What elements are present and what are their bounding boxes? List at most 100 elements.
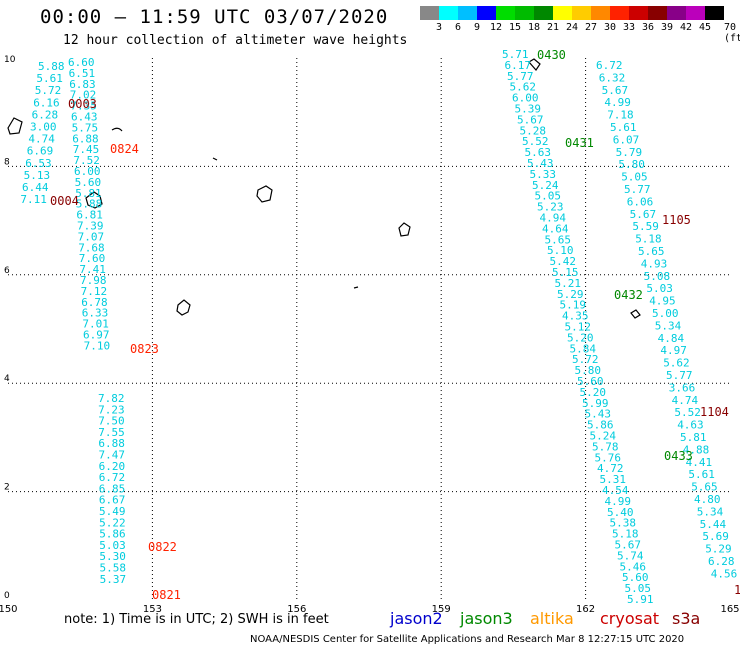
pass-time-label: 0824 bbox=[110, 142, 139, 156]
wave-height-value: 4.97 bbox=[660, 344, 687, 357]
y-tick-label: 2 bbox=[4, 483, 10, 493]
island-outline bbox=[85, 191, 103, 209]
wave-height-value: 6.28 bbox=[32, 108, 58, 121]
y-tick-label: 8 bbox=[4, 157, 10, 167]
wave-height-value: 5.59 bbox=[632, 220, 659, 233]
colorbar-swatch bbox=[496, 6, 515, 20]
wave-height-value: 6.83 bbox=[69, 78, 96, 91]
wave-height-value: 7.50 bbox=[98, 415, 125, 428]
x-tick-label: 153 bbox=[143, 604, 162, 615]
wave-height-value: 5.72 bbox=[572, 353, 599, 366]
wave-height-value: 5.65 bbox=[638, 245, 665, 258]
wave-height-value: 5.91 bbox=[627, 593, 654, 606]
island-outlines bbox=[7, 58, 641, 319]
colorbar-swatch bbox=[572, 6, 591, 20]
wave-height-value: 7.47 bbox=[99, 449, 126, 462]
wave-height-value: 6.00 bbox=[512, 92, 539, 105]
wave-height-value: 4.99 bbox=[605, 495, 632, 508]
colorbar-swatch bbox=[515, 6, 534, 20]
colorbar-tick-label: 6 bbox=[454, 22, 462, 33]
wave-height-value: 4.84 bbox=[658, 332, 685, 345]
wave-height-value: 5.30 bbox=[99, 550, 126, 563]
colorbar-tick-label: 36 bbox=[641, 22, 655, 33]
wave-height-value: 5.42 bbox=[550, 255, 577, 268]
colorbar-tick-label: 39 bbox=[660, 22, 674, 33]
island-outline bbox=[398, 222, 411, 237]
wave-height-value: 5.03 bbox=[646, 282, 673, 295]
wave-height-value: 7.35 bbox=[70, 100, 97, 113]
wave-height-value: 4.64 bbox=[542, 222, 569, 235]
wave-height-value: 5.03 bbox=[99, 539, 126, 552]
pass-time-label: 0004 bbox=[50, 194, 79, 208]
wave-height-value: 4.99 bbox=[604, 96, 631, 109]
colorbar-swatch bbox=[458, 6, 477, 20]
wave-height-value: 6.28 bbox=[708, 555, 735, 568]
wave-height-value: 5.23 bbox=[537, 201, 564, 214]
x-tick-label: 156 bbox=[287, 604, 306, 615]
wave-height-value: 7.18 bbox=[607, 109, 634, 122]
wave-height-value: 5.20 bbox=[580, 386, 607, 399]
wave-height-value: 6.78 bbox=[81, 296, 108, 309]
wave-height-value: 5.13 bbox=[24, 169, 50, 182]
map-grid bbox=[8, 58, 730, 600]
island-outline bbox=[256, 185, 273, 203]
wave-height-value: 4.95 bbox=[649, 295, 676, 308]
wave-height-value: 5.43 bbox=[585, 408, 612, 421]
wave-height-value: 5.18 bbox=[612, 528, 639, 541]
wave-height-value: 5.38 bbox=[610, 517, 637, 530]
wave-height-value: 5.71 bbox=[502, 48, 529, 61]
wave-height-value: 5.78 bbox=[592, 440, 619, 453]
pass-time-label: 1 bbox=[734, 583, 740, 597]
colorbar-tick-label: 70 (ft) bbox=[723, 22, 740, 44]
wave-height-value: 5.99 bbox=[582, 397, 609, 410]
satellite-legend-item: altika bbox=[530, 609, 574, 628]
wave-height-value: 5.22 bbox=[99, 516, 126, 529]
wave-height-value: 6.60 bbox=[68, 56, 95, 69]
credit-line: NOAA/NESDIS Center for Satellite Applica… bbox=[250, 634, 685, 645]
colorbar-tick-label: 30 bbox=[603, 22, 617, 33]
colorbar-tick-label: 3 bbox=[435, 22, 443, 33]
wave-height-value: 5.24 bbox=[590, 430, 617, 443]
wave-height-value: 5.84 bbox=[570, 342, 597, 355]
wave-height-value: 7.45 bbox=[73, 143, 100, 156]
pass-time-label: 0822 bbox=[148, 540, 177, 554]
wave-height-value: 4.80 bbox=[694, 493, 721, 506]
wave-height-value: 5.77 bbox=[507, 70, 534, 83]
wave-height-value: 5.00 bbox=[652, 307, 679, 320]
wave-height-value: 7.52 bbox=[73, 154, 100, 167]
wave-height-value: 5.61 bbox=[610, 121, 637, 134]
wave-height-value: 5.69 bbox=[702, 530, 729, 543]
wave-height-value: 6.51 bbox=[69, 67, 96, 80]
pass-time-label: 0431 bbox=[565, 136, 594, 150]
wave-height-value: 5.21 bbox=[555, 277, 582, 290]
wave-height-value: 5.34 bbox=[655, 319, 682, 332]
colorbar-tick-label: 21 bbox=[546, 22, 560, 33]
wave-height-value: 7.01 bbox=[82, 318, 109, 331]
wave-height-value: 4.74 bbox=[672, 394, 699, 407]
wave-height-value: 6.33 bbox=[82, 307, 109, 320]
y-tick-label: 4 bbox=[4, 374, 10, 384]
pass-time-label: 0823 bbox=[130, 342, 159, 356]
wave-height-value: 5.67 bbox=[630, 208, 657, 221]
island-outline bbox=[528, 58, 541, 71]
island-outline bbox=[7, 117, 23, 135]
pass-time-label: 1105 bbox=[662, 213, 691, 227]
wave-height-value: 7.41 bbox=[79, 263, 106, 276]
wave-height-value: 6.53 bbox=[25, 157, 52, 170]
wave-height-value: 5.80 bbox=[575, 364, 602, 377]
wave-height-value: 5.77 bbox=[624, 183, 651, 196]
wave-height-value: 3.00 bbox=[30, 121, 57, 134]
wave-height-value: 5.65 bbox=[691, 481, 718, 494]
wave-height-value: 5.37 bbox=[100, 573, 127, 586]
colorbar-swatch bbox=[591, 6, 610, 20]
wave-height-value: 5.60 bbox=[622, 571, 649, 584]
wave-height-value: 4.72 bbox=[597, 462, 624, 475]
wave-height-value: 4.41 bbox=[686, 456, 713, 469]
colorbar-swatch bbox=[648, 6, 667, 20]
wave-height-value: 5.74 bbox=[617, 549, 644, 562]
wave-height-value: 5.79 bbox=[616, 146, 643, 159]
wave-height-value: 5.52 bbox=[674, 406, 701, 419]
wave-height-value: 7.07 bbox=[78, 230, 105, 243]
